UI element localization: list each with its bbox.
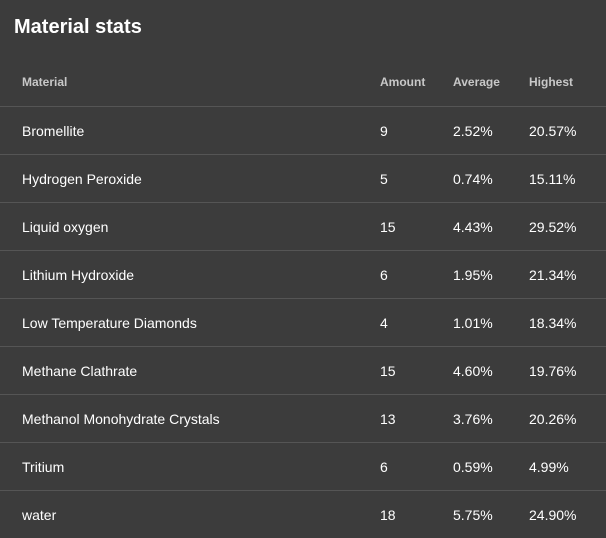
cell-average: 4.43% bbox=[453, 203, 529, 251]
cell-average: 3.76% bbox=[453, 395, 529, 443]
table-row: Tritium 6 0.59% 4.99% bbox=[0, 443, 606, 491]
cell-highest: 18.34% bbox=[529, 299, 606, 347]
cell-highest: 20.57% bbox=[529, 107, 606, 155]
cell-highest: 29.52% bbox=[529, 203, 606, 251]
cell-average: 2.52% bbox=[453, 107, 529, 155]
table-row: Bromellite 9 2.52% 20.57% bbox=[0, 107, 606, 155]
table-header-row: Material Amount Average Highest bbox=[0, 58, 606, 107]
cell-material: Liquid oxygen bbox=[0, 203, 380, 251]
cell-material: Tritium bbox=[0, 443, 380, 491]
column-header-average[interactable]: Average bbox=[453, 58, 529, 107]
cell-material: Methanol Monohydrate Crystals bbox=[0, 395, 380, 443]
table-row: Lithium Hydroxide 6 1.95% 21.34% bbox=[0, 251, 606, 299]
cell-amount: 6 bbox=[380, 251, 453, 299]
cell-amount: 4 bbox=[380, 299, 453, 347]
cell-amount: 9 bbox=[380, 107, 453, 155]
table-row: Hydrogen Peroxide 5 0.74% 15.11% bbox=[0, 155, 606, 203]
cell-average: 4.60% bbox=[453, 347, 529, 395]
table-row: Liquid oxygen 15 4.43% 29.52% bbox=[0, 203, 606, 251]
table-row: Low Temperature Diamonds 4 1.01% 18.34% bbox=[0, 299, 606, 347]
cell-amount: 15 bbox=[380, 203, 453, 251]
cell-material: Lithium Hydroxide bbox=[0, 251, 380, 299]
cell-average: 1.01% bbox=[453, 299, 529, 347]
column-header-material[interactable]: Material bbox=[0, 58, 380, 107]
panel-title: Material stats bbox=[14, 15, 142, 39]
table-row: water 18 5.75% 24.90% bbox=[0, 491, 606, 538]
table-row: Methanol Monohydrate Crystals 13 3.76% 2… bbox=[0, 395, 606, 443]
table-row: Methane Clathrate 15 4.60% 19.76% bbox=[0, 347, 606, 395]
cell-highest: 24.90% bbox=[529, 491, 606, 538]
cell-highest: 21.34% bbox=[529, 251, 606, 299]
cell-average: 0.59% bbox=[453, 443, 529, 491]
cell-highest: 15.11% bbox=[529, 155, 606, 203]
cell-average: 1.95% bbox=[453, 251, 529, 299]
material-stats-table: Material Amount Average Highest Bromelli… bbox=[0, 58, 606, 538]
cell-amount: 18 bbox=[380, 491, 453, 538]
cell-material: Methane Clathrate bbox=[0, 347, 380, 395]
cell-material: Low Temperature Diamonds bbox=[0, 299, 380, 347]
cell-highest: 4.99% bbox=[529, 443, 606, 491]
column-header-amount[interactable]: Amount bbox=[380, 58, 453, 107]
cell-amount: 5 bbox=[380, 155, 453, 203]
cell-average: 0.74% bbox=[453, 155, 529, 203]
cell-material: Hydrogen Peroxide bbox=[0, 155, 380, 203]
cell-amount: 13 bbox=[380, 395, 453, 443]
cell-average: 5.75% bbox=[453, 491, 529, 538]
cell-amount: 15 bbox=[380, 347, 453, 395]
cell-highest: 20.26% bbox=[529, 395, 606, 443]
cell-material: Bromellite bbox=[0, 107, 380, 155]
cell-material: water bbox=[0, 491, 380, 538]
cell-highest: 19.76% bbox=[529, 347, 606, 395]
cell-amount: 6 bbox=[380, 443, 453, 491]
column-header-highest[interactable]: Highest bbox=[529, 58, 606, 107]
